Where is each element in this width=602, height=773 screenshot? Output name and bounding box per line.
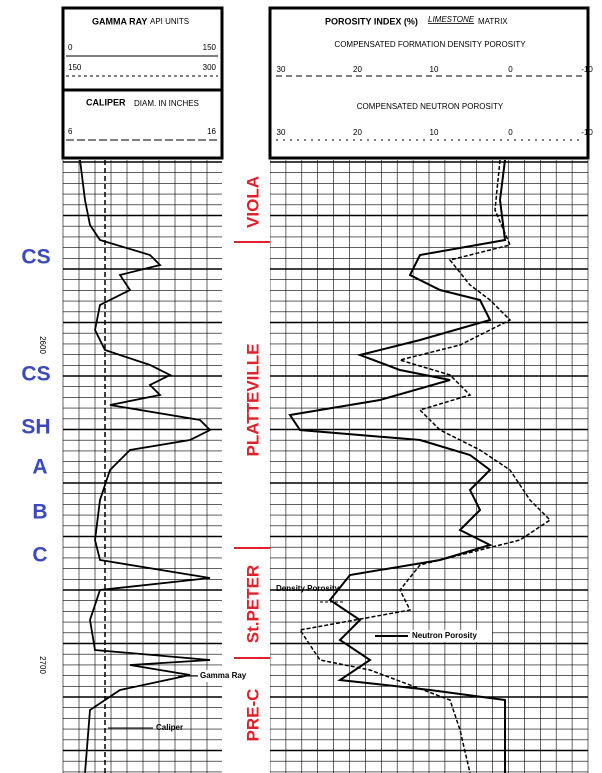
annotation: Density Porosity xyxy=(276,584,340,593)
facies: SH xyxy=(21,416,50,439)
gamma-ray-curve xyxy=(79,159,212,773)
scale-label: 20 xyxy=(353,65,362,74)
label-bg xyxy=(198,670,222,682)
scale-label: 0 xyxy=(508,128,513,137)
annotation: Neutron Porosity xyxy=(412,631,477,640)
formation: St.PETER xyxy=(243,565,262,643)
depth-track xyxy=(222,160,270,773)
gr-scale: 150 xyxy=(203,43,217,52)
scale-label: 30 xyxy=(277,128,286,137)
cal-scale: 16 xyxy=(207,127,216,136)
scale-label: -10 xyxy=(581,65,593,74)
gr-scale: 0 xyxy=(68,43,73,52)
formation: PRE-C xyxy=(243,689,262,742)
formation: PLATTEVILLE xyxy=(243,343,262,456)
density-scale: 30 20 10 0 -10 xyxy=(277,65,594,74)
left-header xyxy=(61,6,224,160)
gr-title: GAMMA RAY xyxy=(92,16,147,26)
label-bg xyxy=(410,630,492,642)
scale-label: 10 xyxy=(430,65,439,74)
density-curve xyxy=(298,159,552,773)
formation: VIOLA xyxy=(243,176,262,228)
por-matrix: MATRIX xyxy=(478,17,508,26)
grid xyxy=(62,160,589,773)
formation-ticks xyxy=(234,241,270,659)
facies: C xyxy=(32,544,47,567)
den-title: COMPENSATED FORMATION DENSITY POROSITY xyxy=(334,40,526,49)
scale-label: -10 xyxy=(581,128,593,137)
scale-label: 30 xyxy=(277,65,286,74)
right-header xyxy=(268,6,590,160)
gr-units: API UNITS xyxy=(150,17,189,26)
cal-units: DIAM. IN INCHES xyxy=(134,99,199,108)
gr-scale: 150 xyxy=(68,63,82,72)
neutron-scale: 30 20 10 0 -10 xyxy=(277,128,594,137)
por-title: POROSITY INDEX (%) xyxy=(325,16,418,26)
facies: B xyxy=(32,501,47,524)
facies: CS xyxy=(21,363,50,386)
por-matrix: LIMESTONE xyxy=(428,15,475,24)
depth: 2700 xyxy=(38,656,47,674)
scale-label: 0 xyxy=(508,65,513,74)
facies: CS xyxy=(21,246,50,269)
facies: A xyxy=(32,456,47,479)
cal-title: CALIPER xyxy=(86,97,126,107)
depth: 2600 xyxy=(38,336,47,354)
annotation: Gamma Ray xyxy=(200,671,247,680)
cal-scale: 6 xyxy=(68,127,73,136)
annotation: Caliper xyxy=(156,723,183,732)
scale-label: 20 xyxy=(353,128,362,137)
neu-title: COMPENSATED NEUTRON POROSITY xyxy=(357,102,504,111)
gr-scale: 300 xyxy=(203,63,217,72)
scale-label: 10 xyxy=(430,128,439,137)
neutron-curve xyxy=(288,159,507,773)
